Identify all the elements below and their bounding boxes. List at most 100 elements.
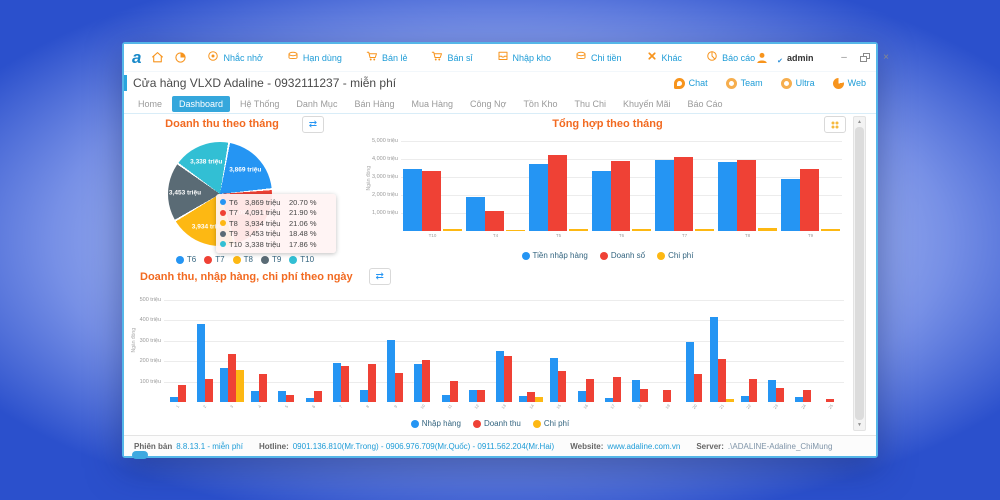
bar-doanh-số[interactable] [674,156,693,231]
bar-doanh-thu[interactable] [286,394,295,402]
bar-nhập-hàng[interactable] [519,395,528,402]
bar-doanh-thu[interactable] [612,377,621,402]
legend-item-T8[interactable]: T8 [232,255,253,264]
expand-button[interactable] [824,116,846,133]
bar-doanh-số[interactable] [422,170,441,231]
bar-doanh-thu[interactable] [527,391,536,402]
bar-chi-phí[interactable] [632,229,651,231]
bar-doanh-thu[interactable] [503,356,512,402]
tab-1[interactable]: Home [138,98,163,109]
bar-doanh-thu[interactable] [204,378,213,402]
bar-doanh-thu[interactable] [717,359,726,402]
toolbar-item-3[interactable]: Bán lẻ [366,49,407,67]
bar-nhập-hàng[interactable] [740,395,749,402]
bar-doanh-thu[interactable] [340,366,349,402]
bar-nhập-hàng[interactable] [387,339,396,402]
bar-doanh-thu[interactable] [694,374,703,402]
bar-nhập-hàng[interactable] [767,379,776,402]
bar-nhập-hàng[interactable] [795,396,804,402]
vertical-scrollbar[interactable]: ▲ ▼ [853,116,866,431]
bar-nhập-hàng[interactable] [414,364,423,402]
bar-doanh-thu[interactable] [803,389,812,402]
bar-tiền-nhập-hàng[interactable] [529,164,548,231]
bar-chi-phí[interactable] [569,228,588,231]
tab-8[interactable]: Tồn Kho [523,98,558,109]
legend-item-chi-phí[interactable]: Chi phí [532,419,569,428]
toolbar-item-7[interactable]: Khác [646,49,682,67]
refresh-button[interactable]: ⇄ [302,116,324,133]
bar-doanh-thu[interactable] [585,378,594,402]
bar-doanh-số[interactable] [485,211,504,231]
bar-tiền-nhập-hàng[interactable] [718,162,737,231]
bar-doanh-thu[interactable] [177,384,186,402]
bar-nhập-hàng[interactable] [169,396,178,402]
legend-item-doanh-thu[interactable]: Doanh thu [472,419,521,428]
restore-button[interactable] [858,52,871,63]
toolbar-item-8[interactable]: Báo cáo [706,49,755,67]
toolbar-item-2[interactable]: Hạn dùng [287,49,342,67]
bar-doanh-thu[interactable] [395,373,404,402]
bar-nhập-hàng[interactable] [196,324,205,402]
tab-11[interactable]: Báo Cáo [687,98,723,109]
bar-doanh-thu[interactable] [259,374,268,402]
bar-chi-phí[interactable] [443,229,462,231]
legend-item-T7[interactable]: T7 [204,255,225,264]
bar-chi-phí[interactable] [821,228,840,231]
bar-doanh-thu[interactable] [826,398,835,402]
bar-nhập-hàng[interactable] [251,390,260,402]
quick-link-chat[interactable]: Chat [673,77,708,89]
toolbar-item-5[interactable]: Nhập kho [497,49,551,67]
quick-link-team[interactable]: Team [725,77,763,89]
toolbar-item-1[interactable]: Nhắc nhở [207,49,263,67]
bar-nhập-hàng[interactable] [278,390,287,402]
bar-doanh-số[interactable] [548,155,567,231]
bar-nhập-hàng[interactable] [305,397,314,402]
tab-6[interactable]: Mua Hàng [411,98,454,109]
bar-nhập-hàng[interactable] [631,379,640,402]
quick-link-web[interactable]: Web [832,77,866,89]
tab-2[interactable]: Dashboard [172,95,231,112]
legend-item-doanh-số[interactable]: Doanh số [599,251,645,260]
legend-item-T9[interactable]: T9 [260,255,281,264]
tab-5[interactable]: Bán Hàng [354,98,395,109]
user-menu[interactable]: ✔ admin [755,50,813,65]
tab-7[interactable]: Công Nợ [470,98,507,109]
bar-chi-phí[interactable] [506,229,525,231]
hotline-value[interactable]: 0901.136.810(Mr.Trong) - 0906.976.709(Mr… [292,441,555,451]
bar-nhập-hàng[interactable] [468,389,477,402]
website-link[interactable]: www.adaline.com.vn [607,441,681,451]
bar-nhập-hàng[interactable] [709,317,718,402]
bar-nhập-hàng[interactable] [577,390,586,402]
tab-10[interactable]: Khuyến Mãi [622,98,671,109]
bar-doanh-thu[interactable] [227,353,236,402]
bar-chi-phí[interactable] [758,227,777,231]
refresh-button-daily[interactable]: ⇄ [368,268,391,285]
home-icon[interactable] [151,51,164,64]
bar-nhập-hàng[interactable] [495,350,504,402]
legend-item-T10[interactable]: T10 [289,255,314,264]
close-button[interactable]: × [883,51,889,63]
bar-tiền-nhập-hàng[interactable] [466,196,485,231]
minimize-button[interactable]: – [841,51,847,63]
bar-nhập-hàng[interactable] [686,341,695,402]
bar-tiền-nhập-hàng[interactable] [655,159,674,231]
tab-4[interactable]: Danh Mục [296,98,338,109]
toolbar-item-4[interactable]: Bán sỉ [431,49,473,67]
bar-doanh-thu[interactable] [639,388,648,402]
dashboard-clock-icon[interactable] [174,51,187,64]
legend-item-T6[interactable]: T6 [175,255,196,264]
version-value[interactable]: 8.8.13.1 - miễn phí [176,441,243,451]
bar-doanh-thu[interactable] [663,389,672,402]
bar-doanh-thu[interactable] [558,371,567,402]
bar-chi-phí[interactable] [235,370,244,402]
bar-doanh-thu[interactable] [748,378,757,402]
bar-nhập-hàng[interactable] [219,368,228,402]
scroll-up-arrow[interactable]: ▲ [857,119,862,125]
bar-doanh-số[interactable] [800,168,819,231]
bar-nhập-hàng[interactable] [332,363,341,402]
bar-nhập-hàng[interactable] [604,397,613,402]
scrollbar-thumb[interactable] [855,127,864,420]
toolbar-item-6[interactable]: Chi tiền [575,49,622,67]
tab-3[interactable]: Hệ Thống [240,98,280,109]
bar-tiền-nhập-hàng[interactable] [403,169,422,231]
